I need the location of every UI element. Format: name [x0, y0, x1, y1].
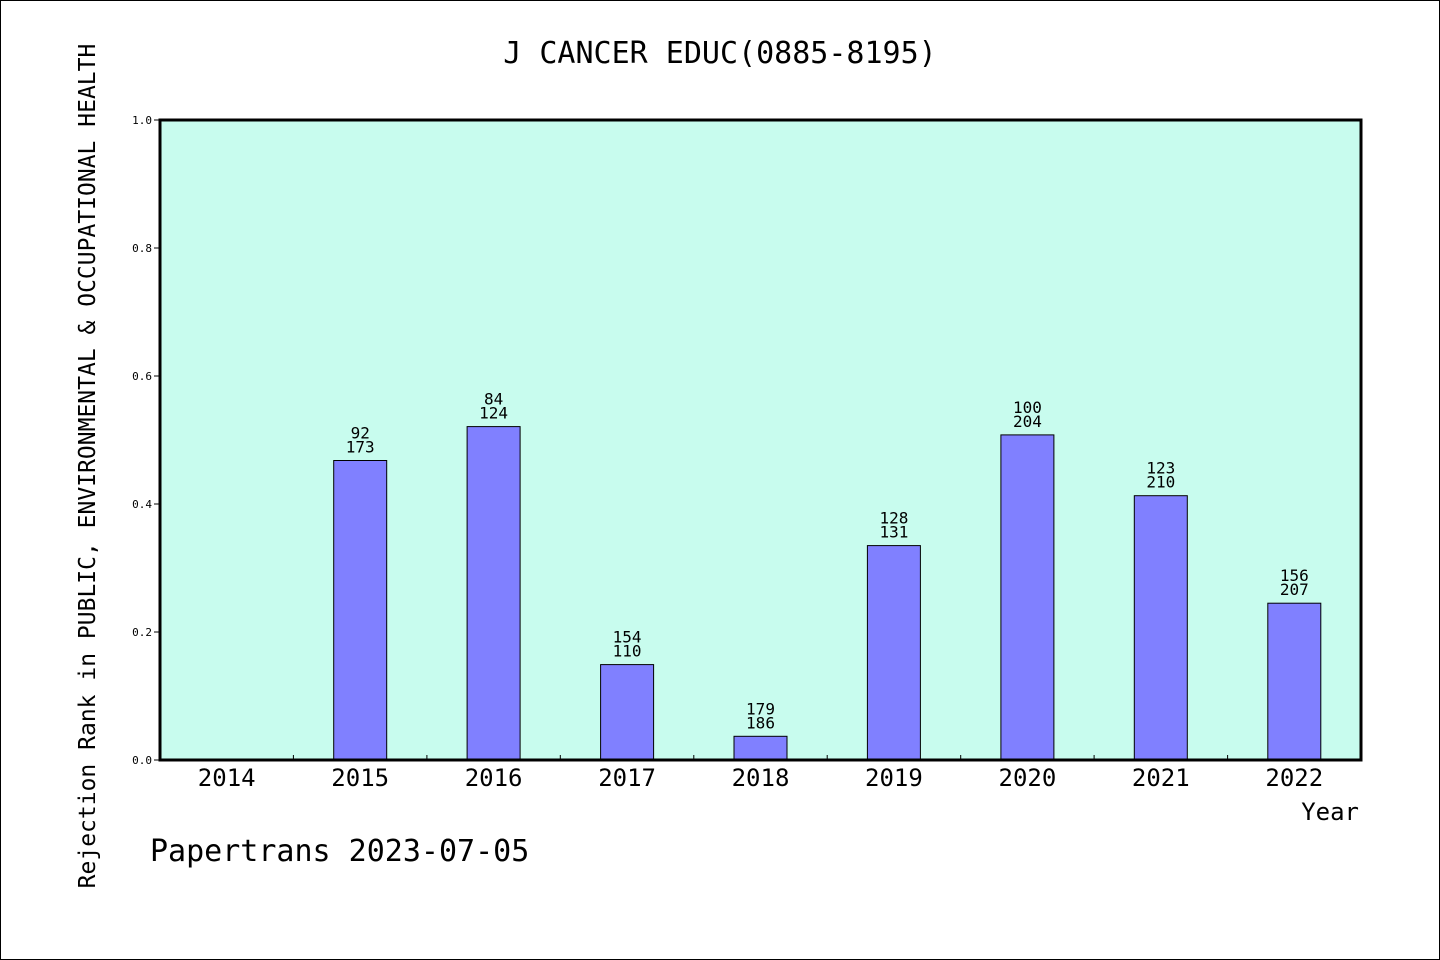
x-tick-label-2016: 2016: [465, 764, 523, 792]
bar-label-bottom-2020: 204: [1013, 412, 1042, 431]
bar-label-bottom-2018: 186: [746, 713, 775, 732]
bar-2018: [733, 735, 788, 761]
chart-title: J CANCER EDUC(0885-8195): [503, 36, 937, 71]
x-tick-label-2019: 2019: [865, 764, 923, 792]
bar-2017: [600, 664, 655, 761]
y-tick-label-1: 0.2: [132, 626, 152, 639]
y-tick-label-0: 0.0: [132, 754, 152, 767]
bar-label-top-2021: 123: [1146, 459, 1175, 478]
bar-2015: [333, 460, 388, 761]
bar-label-top-2018: 179: [746, 699, 775, 718]
bar-2019: [866, 545, 921, 761]
x-axis-label: Year: [1301, 798, 1359, 826]
y-tick-label-2: 0.4: [132, 498, 152, 511]
footer-text: Papertrans 2023-07-05: [150, 834, 530, 869]
x-tick-label-2014: 2014: [198, 764, 256, 792]
bar-label-bottom-2019: 131: [879, 523, 908, 542]
x-tick-label-2018: 2018: [732, 764, 790, 792]
plot-border: [158, 118, 1363, 762]
bar-2020: [1000, 434, 1055, 761]
bar-label-top-2019: 128: [879, 509, 908, 528]
x-tick-label-2015: 2015: [331, 764, 389, 792]
bar-label-bottom-2016: 124: [479, 404, 508, 423]
x-tick-label-2021: 2021: [1132, 764, 1190, 792]
bar-2021: [1133, 495, 1188, 761]
y-tick-label-4: 0.8: [132, 242, 152, 255]
bar-label-top-2015: 92: [351, 424, 370, 443]
bar-label-bottom-2017: 110: [613, 642, 642, 661]
bar-label-top-2020: 100: [1013, 398, 1042, 417]
y-tick-label-5: 1.0: [132, 114, 152, 127]
bar-label-bottom-2022: 207: [1280, 580, 1309, 599]
bar-label-top-2016: 84: [484, 390, 503, 409]
x-tick-label-2022: 2022: [1265, 764, 1323, 792]
bar-2016: [466, 426, 521, 761]
x-tick-label-2017: 2017: [598, 764, 656, 792]
y-tick-label-3: 0.6: [132, 370, 152, 383]
x-tick-label-2020: 2020: [999, 764, 1057, 792]
bar-label-top-2017: 154: [613, 628, 642, 647]
bar-label-bottom-2021: 210: [1146, 473, 1175, 492]
bar-2022: [1267, 602, 1322, 761]
bar-label-top-2022: 156: [1280, 566, 1309, 585]
bar-label-bottom-2015: 173: [346, 438, 375, 457]
